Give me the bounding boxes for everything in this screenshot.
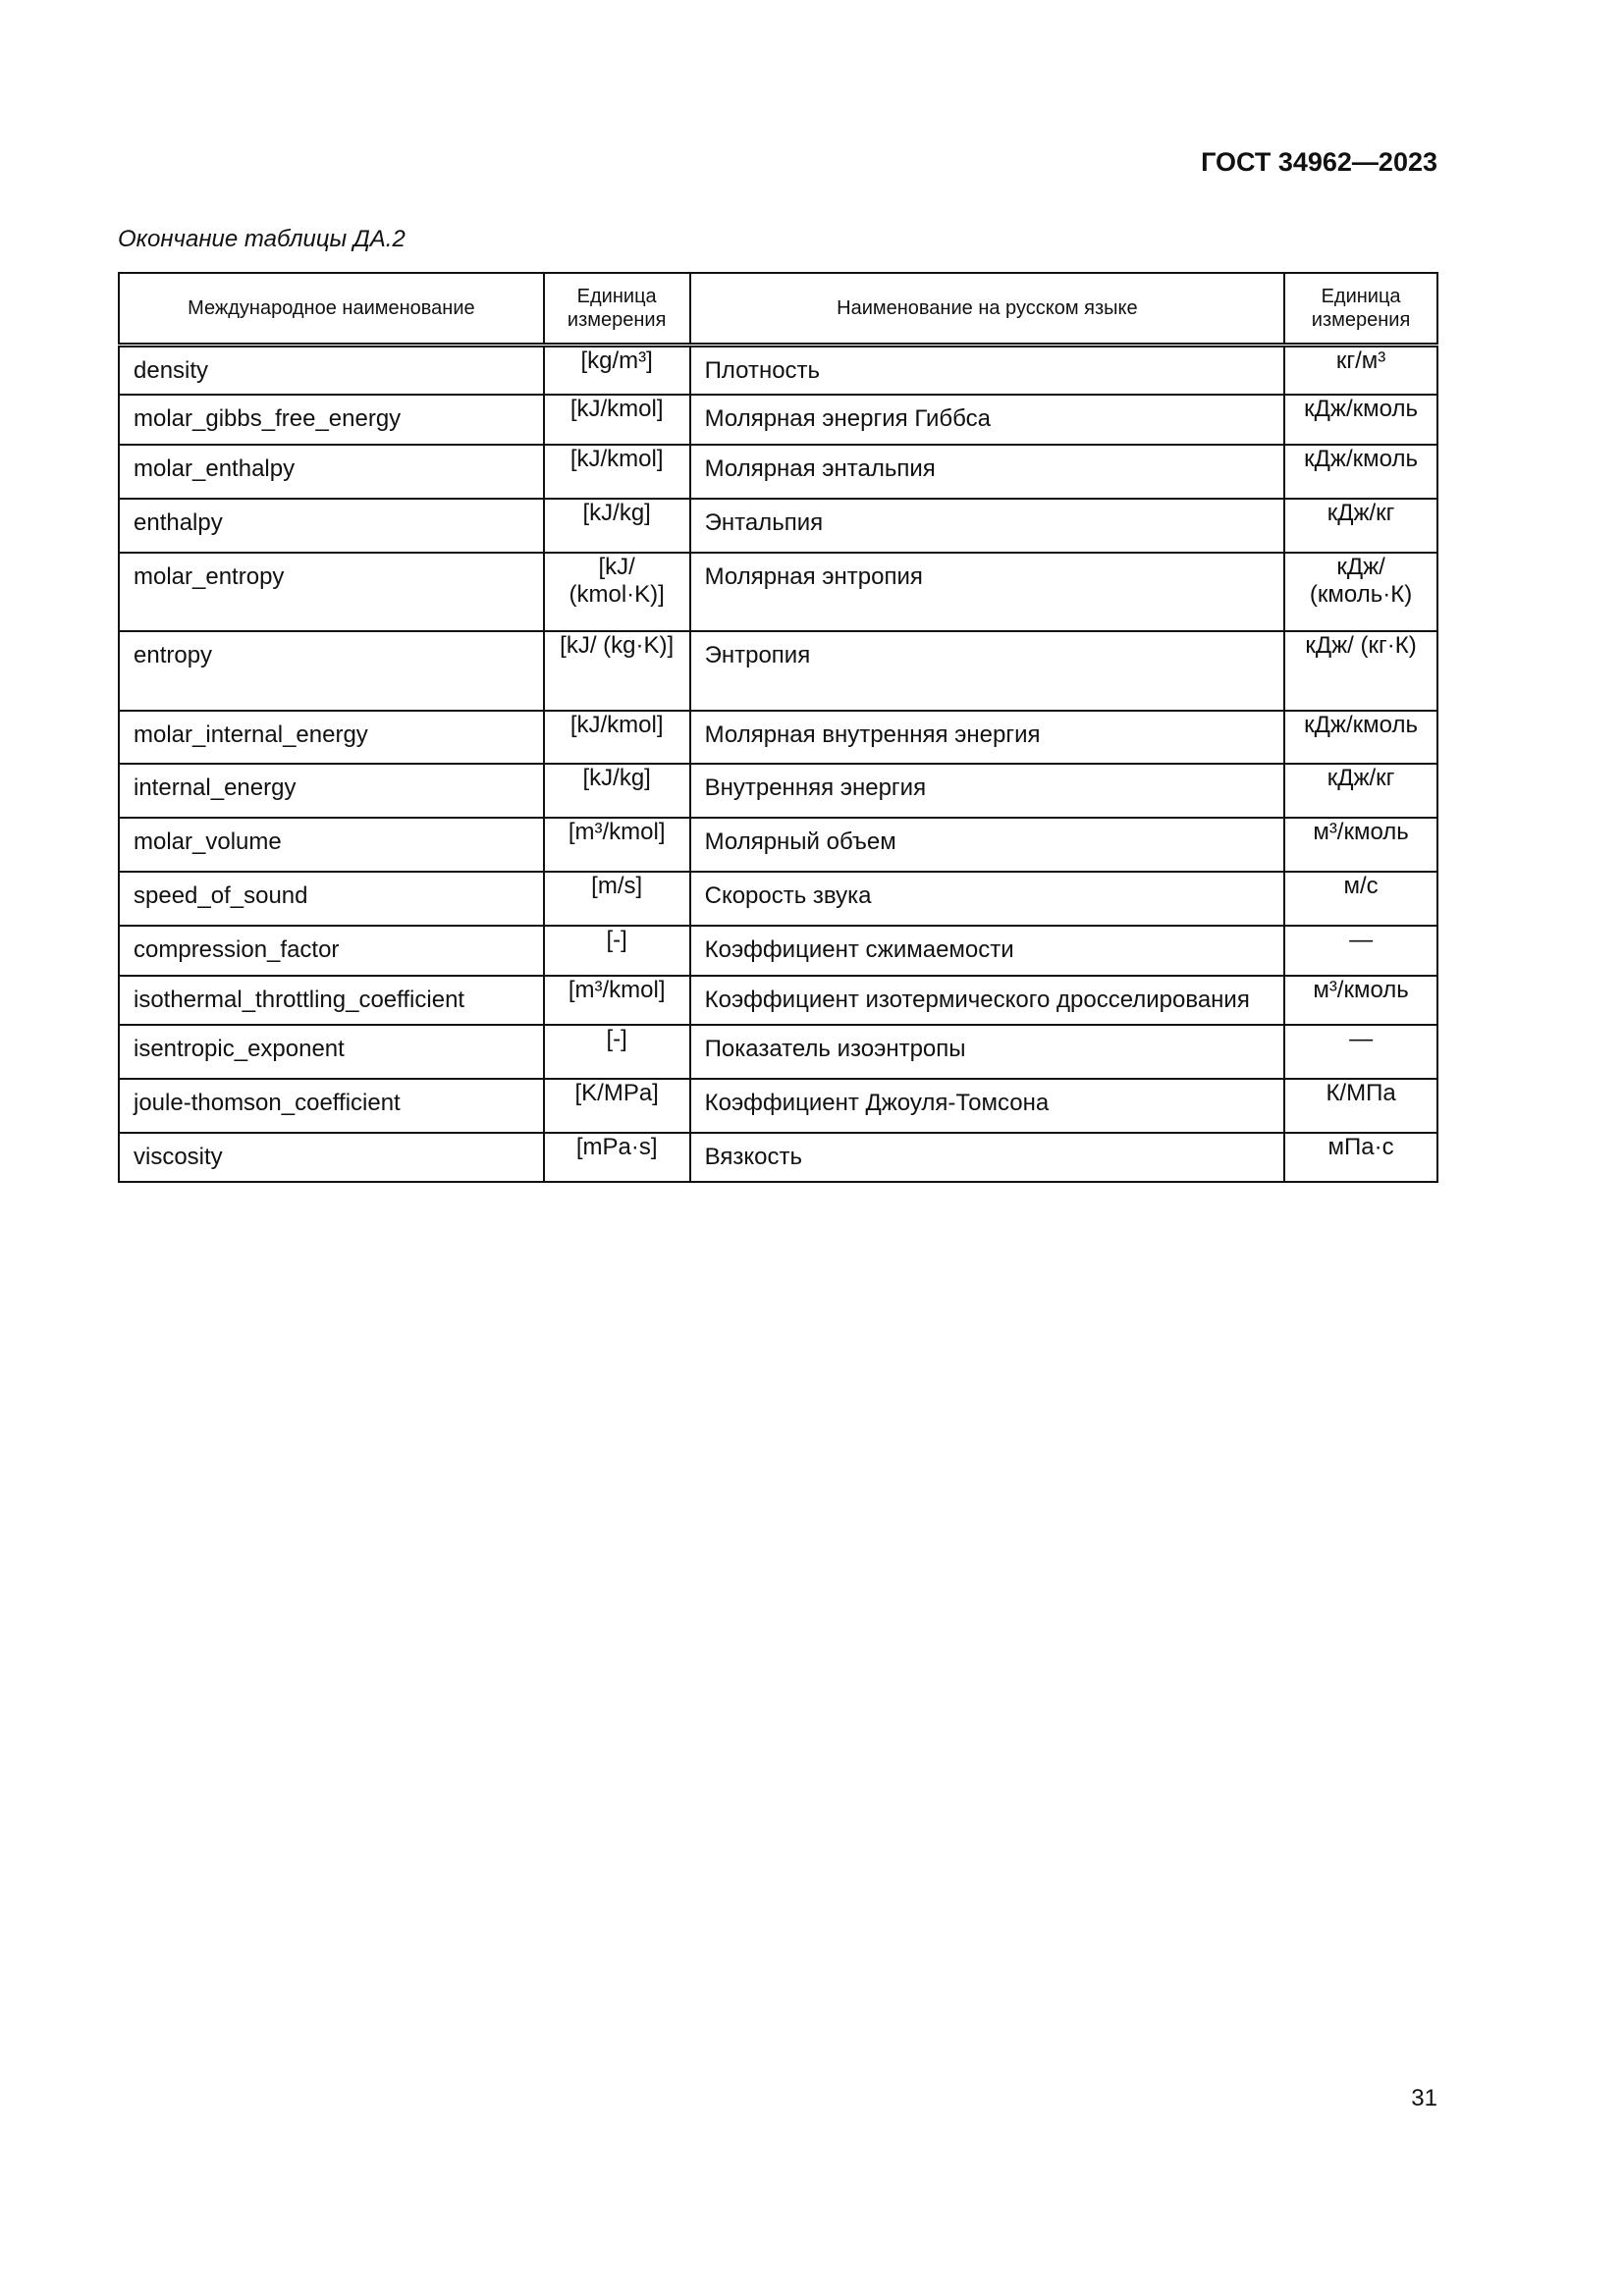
russian-name-cell: Внутренняя энергия	[688, 762, 1286, 819]
table-row: speed_of_sound [m/s] Скорость звука м/с	[118, 870, 1438, 927]
russian-name-cell: Молярная энтальпия	[688, 443, 1286, 500]
russian-unit-cell: кДж/кмоль	[1283, 443, 1438, 500]
table-row: molar_entropy [kJ/ (kmol·K)] Молярная энтр…	[118, 551, 1438, 632]
unit-cell: [K/MPa]	[542, 1077, 691, 1134]
international-name-cell: molar_gibbs_free_energy	[118, 393, 545, 446]
unit-cell: [kJ/ (kg·K)]	[542, 629, 691, 712]
table-row: compression_factor [-] Коэффициент сжимаем…	[118, 924, 1438, 977]
unit-cell: [kg/m³]	[542, 344, 691, 396]
russian-unit-cell: кДж/кг	[1283, 497, 1438, 554]
russian-unit-cell: К/МПа	[1283, 1077, 1438, 1134]
international-name-cell: compression_factor	[118, 924, 545, 977]
russian-unit-cell: кДж/ (кмоль·К)	[1283, 551, 1438, 632]
unit-cell: [kJ/kmol]	[542, 709, 691, 765]
russian-unit-cell: кДж/кмоль	[1283, 709, 1438, 765]
unit-cell: [kJ/ (kmol·K)]	[542, 551, 691, 632]
page-number: 31	[1411, 2085, 1437, 2111]
russian-name-cell: Коэффициент изотермического дросселирова…	[688, 974, 1286, 1026]
unit-cell: [kJ/kmol]	[542, 443, 691, 500]
header-russian-unit: Единица измерения	[1283, 272, 1438, 347]
russian-unit-cell: кДж/кг	[1283, 762, 1438, 819]
russian-unit-cell: м/с	[1283, 870, 1438, 927]
header-international-name: Международное наименование	[118, 272, 545, 347]
international-name-cell: speed_of_sound	[118, 870, 545, 927]
table-header-row: Международное наименование Единица измер…	[118, 272, 1438, 347]
russian-unit-cell: —	[1283, 924, 1438, 977]
unit-cell: [-]	[542, 1023, 691, 1080]
table-row: enthalpy [kJ/kg] Энтальпия кДж/кг	[118, 497, 1438, 554]
table-row: isentropic_exponent [-] Показатель изоэнтр…	[118, 1023, 1438, 1080]
international-name-cell: molar_volume	[118, 816, 545, 873]
international-name-cell: isothermal_throttling_coefficient	[118, 974, 545, 1026]
table-row: density [kg/m³] Плотность кг/м³	[118, 344, 1438, 396]
terms-table: Международное наименование Единица измер…	[118, 272, 1438, 1183]
unit-cell: [kJ/kmol]	[542, 393, 691, 446]
russian-name-cell: Энтальпия	[688, 497, 1286, 554]
russian-unit-cell: кДж/кмоль	[1283, 393, 1438, 446]
russian-unit-cell: кДж/ (кг·К)	[1283, 629, 1438, 712]
table-row: molar_internal_energy [kJ/kmol] Молярная в…	[118, 709, 1438, 765]
table-row: entropy [kJ/ (kg·K)] Энтропия кДж/ (кг·К)	[118, 629, 1438, 712]
international-name-cell: isentropic_exponent	[118, 1023, 545, 1080]
russian-name-cell: Коэффициент Джоуля-Томсона	[688, 1077, 1286, 1134]
table-row: molar_volume [m³/kmol] Молярный объем м³/км…	[118, 816, 1438, 873]
international-name-cell: molar_internal_energy	[118, 709, 545, 765]
header-russian-name: Наименование на русском языке	[688, 272, 1286, 347]
unit-cell: [m³/kmol]	[542, 974, 691, 1026]
table-row: joule-thomson_coefficient [K/MPa] Коэффици…	[118, 1077, 1438, 1134]
russian-unit-cell: м³/кмоль	[1283, 974, 1438, 1026]
russian-name-cell: Коэффициент сжимаемости	[688, 924, 1286, 977]
russian-name-cell: Молярная внутренняя энергия	[688, 709, 1286, 765]
russian-unit-cell: м³/кмоль	[1283, 816, 1438, 873]
table-row: isothermal_throttling_coefficient [m³/kmo…	[118, 974, 1438, 1026]
table-caption: Окончание таблицы ДА.2	[118, 226, 406, 252]
table-row: internal_energy [kJ/kg] Внутренняя энергия…	[118, 762, 1438, 819]
international-name-cell: enthalpy	[118, 497, 545, 554]
table-row: molar_gibbs_free_energy [kJ/kmol] Молярная…	[118, 393, 1438, 446]
russian-name-cell: Молярная энтропия	[688, 551, 1286, 632]
table-row: viscosity [mPa·s] Вязкость мПа·с	[118, 1131, 1438, 1183]
russian-name-cell: Скорость звука	[688, 870, 1286, 927]
document-code: ГОСТ 34962—2023	[1201, 147, 1437, 177]
international-name-cell: joule-thomson_coefficient	[118, 1077, 545, 1134]
russian-name-cell: Показатель изоэнтропы	[688, 1023, 1286, 1080]
international-name-cell: internal_energy	[118, 762, 545, 819]
international-name-cell: viscosity	[118, 1131, 545, 1183]
russian-unit-cell: —	[1283, 1023, 1438, 1080]
russian-name-cell: Плотность	[688, 344, 1286, 396]
russian-name-cell: Энтропия	[688, 629, 1286, 712]
unit-cell: [kJ/kg]	[542, 497, 691, 554]
russian-name-cell: Молярная энергия Гиббса	[688, 393, 1286, 446]
header-unit: Единица измерения	[542, 272, 691, 347]
russian-name-cell: Молярный объем	[688, 816, 1286, 873]
russian-unit-cell: мПа·с	[1283, 1131, 1438, 1183]
unit-cell: [m/s]	[542, 870, 691, 927]
international-name-cell: molar_entropy	[118, 551, 545, 632]
unit-cell: [m³/kmol]	[542, 816, 691, 873]
unit-cell: [mPa·s]	[542, 1131, 691, 1183]
international-name-cell: density	[118, 344, 545, 396]
unit-cell: [-]	[542, 924, 691, 977]
international-name-cell: entropy	[118, 629, 545, 712]
table-row: molar_enthalpy [kJ/kmol] Молярная энтальпи…	[118, 443, 1438, 500]
russian-name-cell: Вязкость	[688, 1131, 1286, 1183]
russian-unit-cell: кг/м³	[1283, 344, 1438, 396]
unit-cell: [kJ/kg]	[542, 762, 691, 819]
international-name-cell: molar_enthalpy	[118, 443, 545, 500]
